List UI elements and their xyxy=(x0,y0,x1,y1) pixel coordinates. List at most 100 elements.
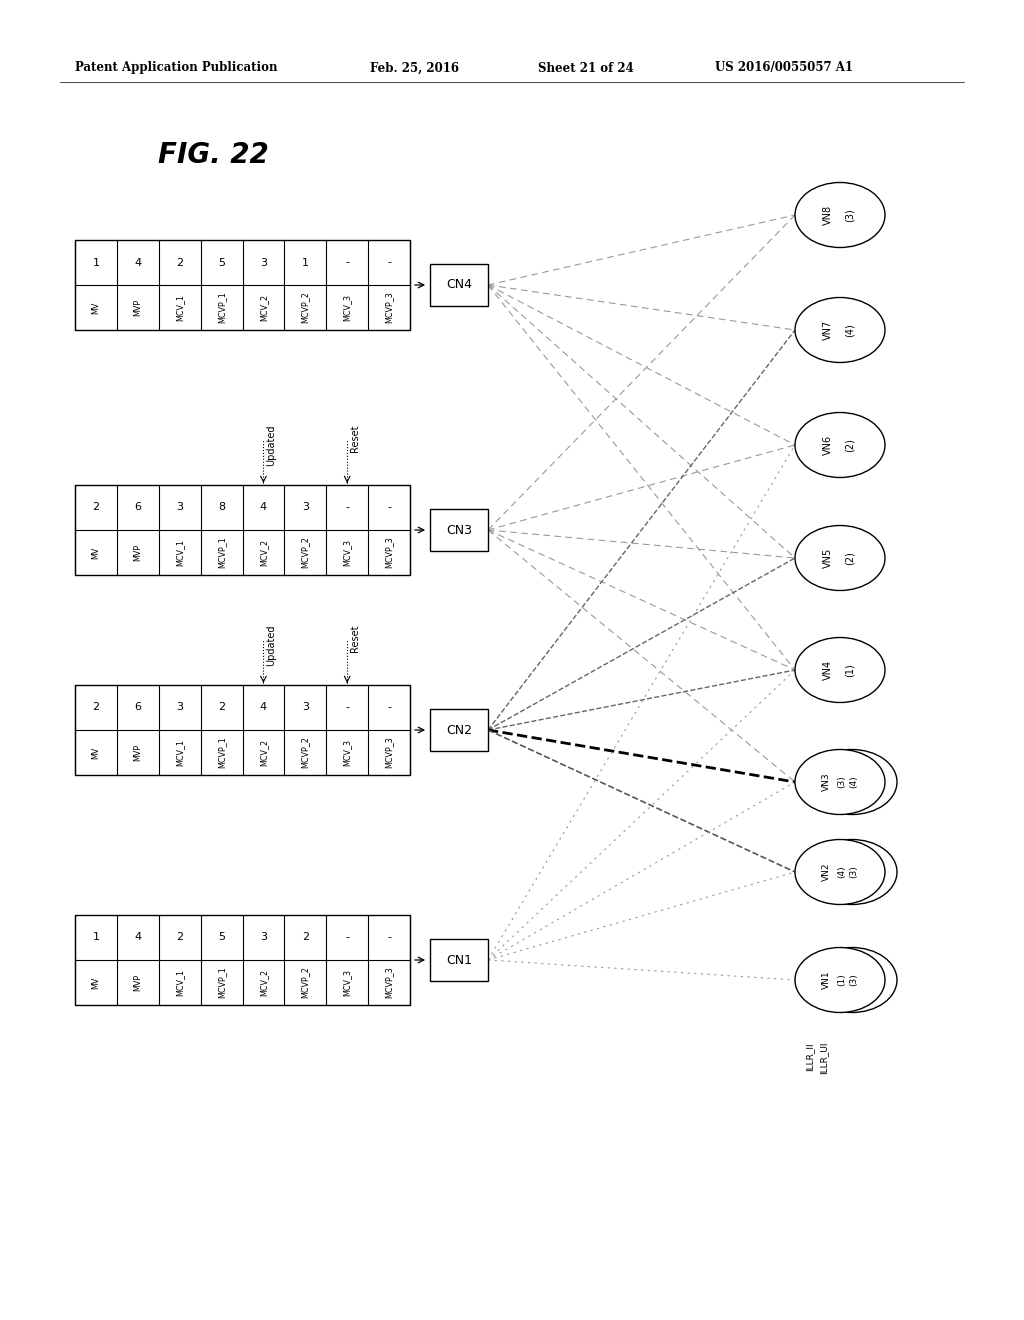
Text: MCVP_3: MCVP_3 xyxy=(385,292,393,323)
Text: (1): (1) xyxy=(838,974,847,986)
Text: (4): (4) xyxy=(850,776,858,788)
Text: (2): (2) xyxy=(845,438,855,451)
Text: MCV_2: MCV_2 xyxy=(259,739,268,766)
Text: -: - xyxy=(345,932,349,942)
Text: (4): (4) xyxy=(838,866,847,878)
Ellipse shape xyxy=(795,182,885,248)
Text: MCVP_1: MCVP_1 xyxy=(217,537,226,569)
Text: MCV_3: MCV_3 xyxy=(343,294,351,321)
Bar xyxy=(75,685,410,775)
Text: 3: 3 xyxy=(302,702,309,713)
Ellipse shape xyxy=(807,840,897,904)
Text: MV: MV xyxy=(91,977,100,989)
Text: ILLR_UI: ILLR_UI xyxy=(819,1041,828,1074)
Text: MVP: MVP xyxy=(133,298,142,315)
Text: MCVP_2: MCVP_2 xyxy=(301,292,310,323)
Text: 3: 3 xyxy=(260,257,267,268)
Text: VN7: VN7 xyxy=(823,319,833,341)
Ellipse shape xyxy=(795,948,885,1012)
Bar xyxy=(430,510,488,550)
Text: FIG. 22: FIG. 22 xyxy=(158,141,268,169)
Text: CN1: CN1 xyxy=(446,953,472,966)
Text: (3): (3) xyxy=(850,866,858,878)
Text: MV: MV xyxy=(91,546,100,558)
Text: 3: 3 xyxy=(176,702,183,713)
Text: Patent Application Publication: Patent Application Publication xyxy=(75,62,278,74)
Text: (3): (3) xyxy=(845,209,855,222)
Ellipse shape xyxy=(795,750,885,814)
Text: 3: 3 xyxy=(302,503,309,512)
Text: 3: 3 xyxy=(176,503,183,512)
Text: MCVP_1: MCVP_1 xyxy=(217,292,226,323)
Text: MCVP_3: MCVP_3 xyxy=(385,537,393,569)
Text: 4: 4 xyxy=(260,702,267,713)
Bar xyxy=(75,240,410,330)
Text: 2: 2 xyxy=(176,257,183,268)
Text: MCVP_3: MCVP_3 xyxy=(385,966,393,998)
Text: 1: 1 xyxy=(302,257,309,268)
Bar xyxy=(430,264,488,306)
Text: Reset: Reset xyxy=(350,624,360,652)
Text: MV: MV xyxy=(91,746,100,759)
Text: 6: 6 xyxy=(134,503,141,512)
Text: 6: 6 xyxy=(134,702,141,713)
Text: VN3: VN3 xyxy=(821,772,830,791)
Text: 1: 1 xyxy=(92,932,99,942)
Text: MVP: MVP xyxy=(133,744,142,762)
Text: VN8: VN8 xyxy=(823,205,833,226)
Text: 1: 1 xyxy=(92,257,99,268)
Text: MCVP_3: MCVP_3 xyxy=(385,737,393,768)
Text: MV: MV xyxy=(91,301,100,314)
Text: MVP: MVP xyxy=(133,974,142,991)
Ellipse shape xyxy=(795,638,885,702)
Text: MCV_2: MCV_2 xyxy=(259,294,268,321)
Bar xyxy=(75,484,410,576)
Text: MCVP_2: MCVP_2 xyxy=(301,737,310,768)
Text: CN4: CN4 xyxy=(446,279,472,292)
Text: ILLR_II: ILLR_II xyxy=(806,1041,814,1071)
Text: Sheet 21 of 24: Sheet 21 of 24 xyxy=(538,62,634,74)
Text: 4: 4 xyxy=(134,257,141,268)
Text: Reset: Reset xyxy=(350,425,360,453)
Text: 8: 8 xyxy=(218,503,225,512)
Bar xyxy=(430,709,488,751)
Text: MCVP_1: MCVP_1 xyxy=(217,737,226,768)
Text: 5: 5 xyxy=(218,932,225,942)
Text: MVP: MVP xyxy=(133,544,142,561)
Ellipse shape xyxy=(795,525,885,590)
Text: MCV_1: MCV_1 xyxy=(175,539,184,566)
Text: (3): (3) xyxy=(838,776,847,788)
Text: 4: 4 xyxy=(134,932,141,942)
Text: -: - xyxy=(345,702,349,713)
Text: 2: 2 xyxy=(176,932,183,942)
Text: 2: 2 xyxy=(92,503,99,512)
Text: -: - xyxy=(345,257,349,268)
Bar xyxy=(75,915,410,1005)
Text: MCV_3: MCV_3 xyxy=(343,739,351,766)
Text: CN3: CN3 xyxy=(446,524,472,536)
Text: -: - xyxy=(387,257,391,268)
Text: Updated: Updated xyxy=(266,425,276,466)
Ellipse shape xyxy=(795,840,885,904)
Ellipse shape xyxy=(795,297,885,363)
Text: VN5: VN5 xyxy=(823,548,833,568)
Text: 2: 2 xyxy=(302,932,309,942)
Ellipse shape xyxy=(807,750,897,814)
Text: Feb. 25, 2016: Feb. 25, 2016 xyxy=(370,62,459,74)
Text: MCV_1: MCV_1 xyxy=(175,739,184,766)
Text: -: - xyxy=(387,702,391,713)
Text: 3: 3 xyxy=(260,932,267,942)
Text: MCV_1: MCV_1 xyxy=(175,294,184,321)
Text: US 2016/0055057 A1: US 2016/0055057 A1 xyxy=(715,62,853,74)
Text: Updated: Updated xyxy=(266,624,276,667)
Text: 5: 5 xyxy=(218,257,225,268)
Text: MCVP_1: MCVP_1 xyxy=(217,966,226,998)
Text: VN2: VN2 xyxy=(821,863,830,882)
Text: 4: 4 xyxy=(260,503,267,512)
Bar xyxy=(430,939,488,981)
Text: -: - xyxy=(387,503,391,512)
Text: MCV_2: MCV_2 xyxy=(259,969,268,997)
Text: MCV_1: MCV_1 xyxy=(175,969,184,997)
Text: MCV_2: MCV_2 xyxy=(259,539,268,566)
Text: -: - xyxy=(345,503,349,512)
